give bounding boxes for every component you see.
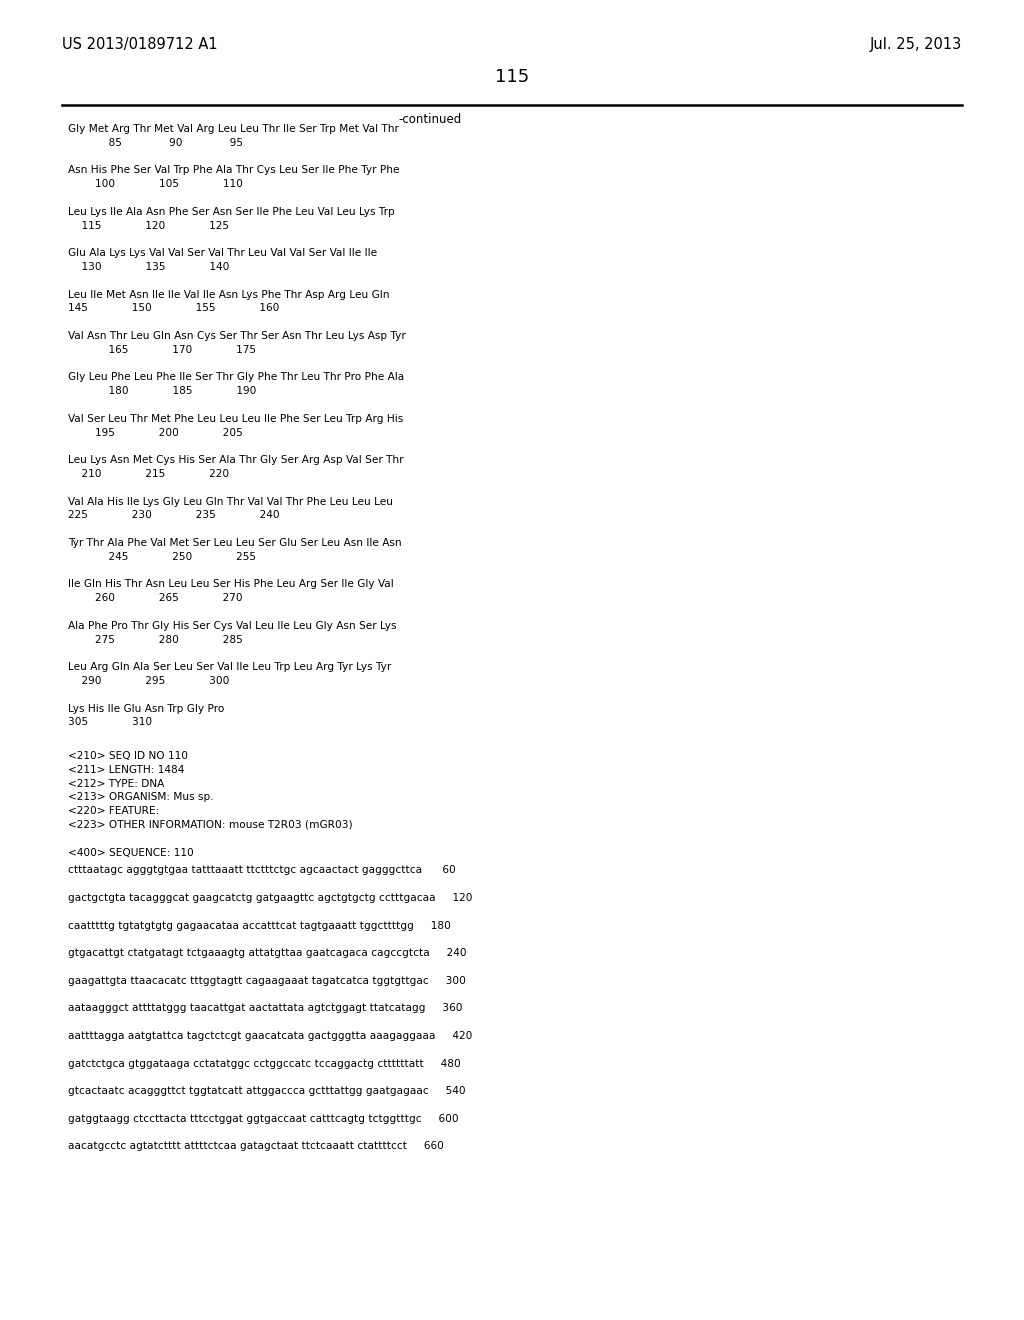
Text: 85              90              95: 85 90 95	[68, 137, 243, 148]
Text: 145             150             155             160: 145 150 155 160	[68, 304, 280, 313]
Text: gatggtaagg ctccttacta tttcctggat ggtgaccaat catttcagtg tctggtttgc     600: gatggtaagg ctccttacta tttcctggat ggtgacc…	[68, 1114, 459, 1123]
Text: Gly Met Arg Thr Met Val Arg Leu Leu Thr Ile Ser Trp Met Val Thr: Gly Met Arg Thr Met Val Arg Leu Leu Thr …	[68, 124, 399, 135]
Text: 275             280             285: 275 280 285	[68, 635, 243, 644]
Text: ctttaatagc agggtgtgaa tatttaaatt ttctttctgc agcaactact gagggcttca      60: ctttaatagc agggtgtgaa tatttaaatt ttctttc…	[68, 866, 456, 875]
Text: 115             120             125: 115 120 125	[68, 220, 229, 231]
Text: gactgctgta tacagggcat gaagcatctg gatgaagttc agctgtgctg cctttgacaa     120: gactgctgta tacagggcat gaagcatctg gatgaag…	[68, 894, 472, 903]
Text: 100             105             110: 100 105 110	[68, 180, 243, 189]
Text: 290             295             300: 290 295 300	[68, 676, 229, 686]
Text: gtcactaatc acagggttct tggtatcatt attggaccca gctttattgg gaatgagaac     540: gtcactaatc acagggttct tggtatcatt attggac…	[68, 1086, 466, 1096]
Text: Lys His Ile Glu Asn Trp Gly Pro: Lys His Ile Glu Asn Trp Gly Pro	[68, 704, 224, 714]
Text: Leu Ile Met Asn Ile Ile Val Ile Asn Lys Phe Thr Asp Arg Leu Gln: Leu Ile Met Asn Ile Ile Val Ile Asn Lys …	[68, 289, 389, 300]
Text: Ala Phe Pro Thr Gly His Ser Cys Val Leu Ile Leu Gly Asn Ser Lys: Ala Phe Pro Thr Gly His Ser Cys Val Leu …	[68, 620, 396, 631]
Text: Val Ala His Ile Lys Gly Leu Gln Thr Val Val Thr Phe Leu Leu Leu: Val Ala His Ile Lys Gly Leu Gln Thr Val …	[68, 496, 393, 507]
Text: <223> OTHER INFORMATION: mouse T2R03 (mGR03): <223> OTHER INFORMATION: mouse T2R03 (mG…	[68, 820, 352, 830]
Text: 195             200             205: 195 200 205	[68, 428, 243, 438]
Text: 180             185             190: 180 185 190	[68, 387, 256, 396]
Text: 115: 115	[495, 69, 529, 86]
Text: -continued: -continued	[398, 114, 462, 125]
Text: <400> SEQUENCE: 110: <400> SEQUENCE: 110	[68, 847, 194, 858]
Text: 130             135             140: 130 135 140	[68, 261, 229, 272]
Text: 260             265             270: 260 265 270	[68, 593, 243, 603]
Text: gatctctgca gtggataaga cctatatggc cctggccatc tccaggactg cttttttatt     480: gatctctgca gtggataaga cctatatggc cctggcc…	[68, 1059, 461, 1069]
Text: <212> TYPE: DNA: <212> TYPE: DNA	[68, 779, 164, 788]
Text: 165             170             175: 165 170 175	[68, 345, 256, 355]
Text: Val Asn Thr Leu Gln Asn Cys Ser Thr Ser Asn Thr Leu Lys Asp Tyr: Val Asn Thr Leu Gln Asn Cys Ser Thr Ser …	[68, 331, 406, 341]
Text: 305             310: 305 310	[68, 717, 153, 727]
Text: 245             250             255: 245 250 255	[68, 552, 256, 562]
Text: <213> ORGANISM: Mus sp.: <213> ORGANISM: Mus sp.	[68, 792, 214, 803]
Text: aataagggct attttatggg taacattgat aactattata agtctggagt ttatcatagg     360: aataagggct attttatggg taacattgat aactatt…	[68, 1003, 463, 1014]
Text: caatttttg tgtatgtgtg gagaacataa accatttcat tagtgaaatt tggcttttgg     180: caatttttg tgtatgtgtg gagaacataa accatttc…	[68, 920, 451, 931]
Text: Ile Gln His Thr Asn Leu Leu Ser His Phe Leu Arg Ser Ile Gly Val: Ile Gln His Thr Asn Leu Leu Ser His Phe …	[68, 579, 394, 590]
Text: Gly Leu Phe Leu Phe Ile Ser Thr Gly Phe Thr Leu Thr Pro Phe Ala: Gly Leu Phe Leu Phe Ile Ser Thr Gly Phe …	[68, 372, 404, 383]
Text: Tyr Thr Ala Phe Val Met Ser Leu Leu Ser Glu Ser Leu Asn Ile Asn: Tyr Thr Ala Phe Val Met Ser Leu Leu Ser …	[68, 539, 401, 548]
Text: Leu Arg Gln Ala Ser Leu Ser Val Ile Leu Trp Leu Arg Tyr Lys Tyr: Leu Arg Gln Ala Ser Leu Ser Val Ile Leu …	[68, 663, 391, 672]
Text: US 2013/0189712 A1: US 2013/0189712 A1	[62, 37, 218, 51]
Text: 225             230             235             240: 225 230 235 240	[68, 511, 280, 520]
Text: <210> SEQ ID NO 110: <210> SEQ ID NO 110	[68, 751, 188, 762]
Text: <220> FEATURE:: <220> FEATURE:	[68, 807, 160, 816]
Text: aacatgcctc agtatctttt attttctcaa gatagctaat ttctcaaatt ctattttcct     660: aacatgcctc agtatctttt attttctcaa gatagct…	[68, 1142, 443, 1151]
Text: aattttagga aatgtattca tagctctcgt gaacatcata gactgggtta aaagaggaaa     420: aattttagga aatgtattca tagctctcgt gaacatc…	[68, 1031, 472, 1041]
Text: gtgacattgt ctatgatagt tctgaaagtg attatgttaa gaatcagaca cagccgtcta     240: gtgacattgt ctatgatagt tctgaaagtg attatgt…	[68, 948, 467, 958]
Text: 210             215             220: 210 215 220	[68, 469, 229, 479]
Text: Asn His Phe Ser Val Trp Phe Ala Thr Cys Leu Ser Ile Phe Tyr Phe: Asn His Phe Ser Val Trp Phe Ala Thr Cys …	[68, 165, 399, 176]
Text: Leu Lys Ile Ala Asn Phe Ser Asn Ser Ile Phe Leu Val Leu Lys Trp: Leu Lys Ile Ala Asn Phe Ser Asn Ser Ile …	[68, 207, 394, 216]
Text: Leu Lys Asn Met Cys His Ser Ala Thr Gly Ser Arg Asp Val Ser Thr: Leu Lys Asn Met Cys His Ser Ala Thr Gly …	[68, 455, 403, 465]
Text: <211> LENGTH: 1484: <211> LENGTH: 1484	[68, 764, 184, 775]
Text: Val Ser Leu Thr Met Phe Leu Leu Leu Ile Phe Ser Leu Trp Arg His: Val Ser Leu Thr Met Phe Leu Leu Leu Ile …	[68, 413, 403, 424]
Text: gaagattgta ttaacacatc tttggtagtt cagaagaaat tagatcatca tggtgttgac     300: gaagattgta ttaacacatc tttggtagtt cagaaga…	[68, 975, 466, 986]
Text: Jul. 25, 2013: Jul. 25, 2013	[869, 37, 962, 51]
Text: Glu Ala Lys Lys Val Val Ser Val Thr Leu Val Val Ser Val Ile Ile: Glu Ala Lys Lys Val Val Ser Val Thr Leu …	[68, 248, 377, 259]
